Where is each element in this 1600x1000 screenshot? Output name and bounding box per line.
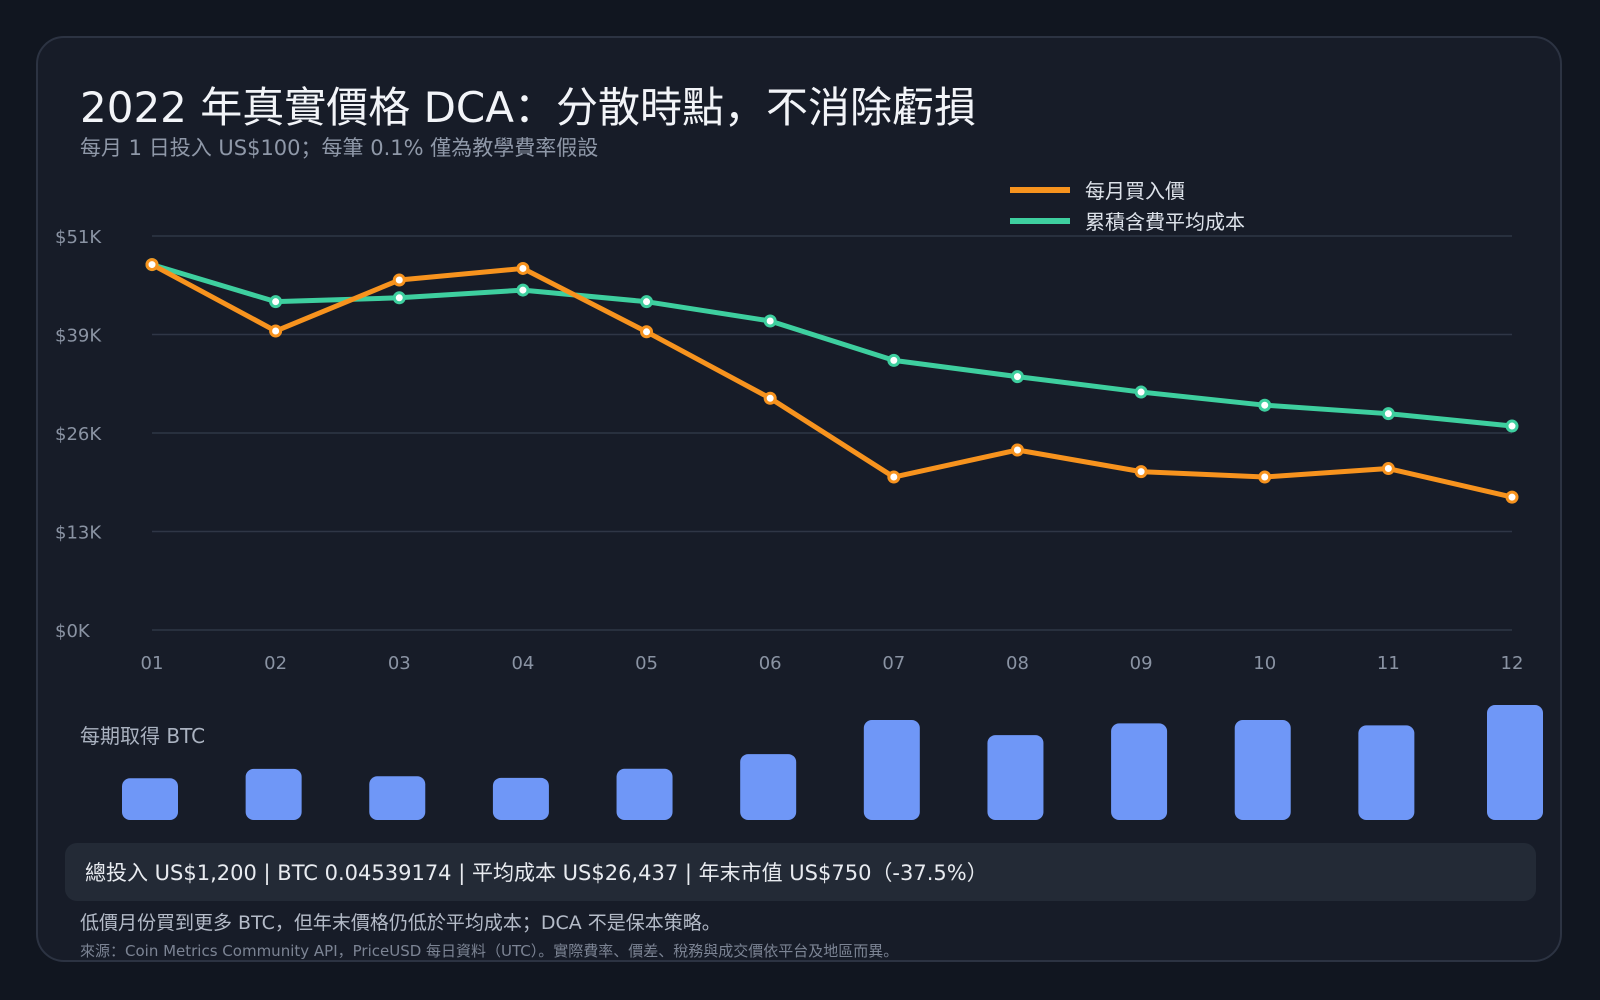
series-point-2 <box>392 291 406 305</box>
series-point-2 <box>763 314 777 328</box>
btc-bar <box>740 754 797 820</box>
x-tick-label: 04 <box>511 653 534 674</box>
x-tick-label: 02 <box>264 653 287 674</box>
series-point-1 <box>1258 470 1272 484</box>
series-line-1 <box>149 262 1515 500</box>
btc-bar <box>1234 720 1291 820</box>
btc-bar <box>616 768 673 820</box>
series-point-2 <box>269 295 283 309</box>
series-point-1 <box>1505 490 1519 504</box>
btc-bar <box>863 720 920 820</box>
summary-text: 總投入 US$1,200 | BTC 0.04539174 | 平均成本 US$… <box>85 861 988 885</box>
x-tick-label: 07 <box>882 653 905 674</box>
legend-label: 每月買入價 <box>1085 179 1185 203</box>
series-point-1 <box>887 470 901 484</box>
page-subtitle: 每月 1 日投入 US$100；每筆 0.1% 僅為教學費率假設 <box>80 136 599 160</box>
btc-bar <box>492 777 549 820</box>
series-point-2 <box>1134 385 1148 399</box>
x-tick-label: 03 <box>388 653 411 674</box>
series-point-1 <box>640 325 654 339</box>
series-point-1 <box>269 324 283 338</box>
legend-label: 累積含費平均成本 <box>1085 210 1245 234</box>
btc-bar <box>987 735 1044 820</box>
x-tick-label: 12 <box>1501 653 1524 674</box>
summary-bar: 總投入 US$1,200 | BTC 0.04539174 | 平均成本 US$… <box>65 843 1536 901</box>
series-point-1 <box>1134 465 1148 479</box>
series-point-2 <box>1505 419 1519 433</box>
series-line-2 <box>149 262 1515 429</box>
source-text: 來源：Coin Metrics Community API，PriceUSD 每… <box>80 942 899 960</box>
series-point-1 <box>516 261 530 275</box>
btc-bar <box>369 776 426 820</box>
btc-bar <box>245 768 302 820</box>
y-tick-label: $13K <box>55 523 102 544</box>
x-tick-label: 08 <box>1006 653 1029 674</box>
note-text: 低價月份買到更多 BTC，但年末價格仍低於平均成本；DCA 不是保本策略。 <box>80 912 721 934</box>
x-tick-label: 06 <box>759 653 782 674</box>
x-tick-label: 09 <box>1130 653 1153 674</box>
btc-bar <box>122 778 178 820</box>
x-tick-label: 05 <box>635 653 658 674</box>
y-tick-label: $39K <box>55 326 102 347</box>
y-tick-label: $51K <box>55 227 102 248</box>
x-tick-label: 01 <box>141 653 164 674</box>
series-point-1 <box>145 258 159 272</box>
series-point-2 <box>516 283 530 297</box>
y-tick-label: $0K <box>55 621 91 642</box>
bar-chart-title: 每期取得 BTC <box>80 724 206 748</box>
btc-bar <box>1358 725 1415 820</box>
series-point-2 <box>1258 398 1272 412</box>
y-tick-label: $26K <box>55 424 102 445</box>
x-tick-label: 10 <box>1253 653 1276 674</box>
page-title: 2022 年真實價格 DCA：分散時點，不消除虧損 <box>80 83 976 132</box>
series-point-1 <box>1381 462 1395 476</box>
btc-bar <box>1111 723 1168 820</box>
series-point-2 <box>640 295 654 309</box>
btc-bar <box>1487 705 1543 820</box>
series-point-1 <box>1010 443 1024 457</box>
series-point-1 <box>392 273 406 287</box>
x-tick-label: 11 <box>1377 653 1400 674</box>
series-point-1 <box>763 391 777 405</box>
series-point-2 <box>1381 407 1395 421</box>
series-point-2 <box>1010 370 1024 384</box>
series-point-2 <box>887 353 901 367</box>
